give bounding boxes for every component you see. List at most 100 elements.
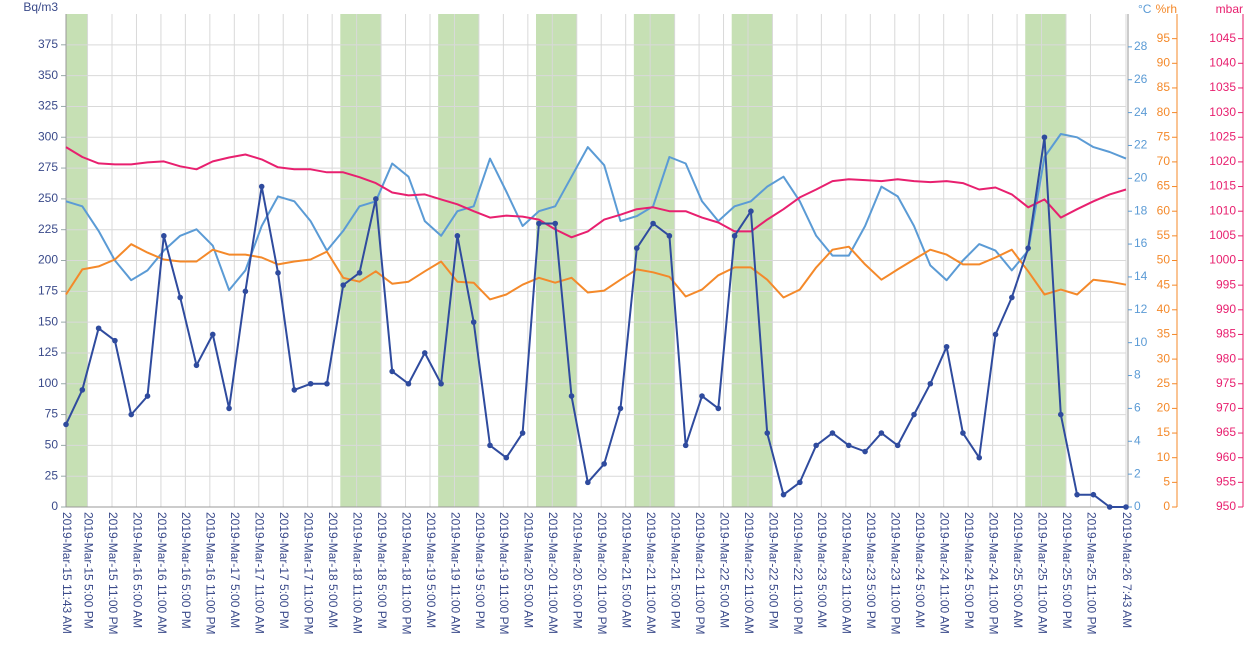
data-point: [340, 282, 347, 288]
data-point: [1106, 504, 1113, 510]
y3-tick-label: 55: [1157, 228, 1171, 242]
data-point: [1057, 411, 1064, 418]
y2-tick-label: 12: [1134, 302, 1148, 316]
y4-tick-label: 1015: [1209, 179, 1236, 193]
data-point: [79, 387, 86, 393]
y4-tick-label: 965: [1216, 425, 1236, 439]
x-tick-label: 2019-Mar-18 11:00 AM: [350, 512, 364, 634]
data-point: [813, 442, 819, 449]
y4-tick-label: 1045: [1209, 31, 1236, 45]
data-point: [862, 448, 868, 455]
y-tick-label: 25: [45, 468, 59, 482]
data-point: [1123, 504, 1129, 510]
x-tick-label: 2019-Mar-20 11:00 PM: [595, 512, 609, 635]
x-tick-label: 2019-Mar-23 5:00 PM: [864, 512, 878, 629]
y2-tick-label: 26: [1134, 72, 1148, 86]
y4-tick-label: 990: [1216, 302, 1236, 316]
y3-tick-label: 35: [1157, 327, 1171, 341]
data-point: [601, 461, 607, 467]
y4-tick-label: 975: [1216, 376, 1236, 390]
data-point: [976, 454, 983, 461]
y3-tick-label: 10: [1157, 450, 1171, 464]
x-tick-label: 2019-Mar-24 5:00 AM: [913, 512, 927, 628]
data-point: [731, 233, 738, 239]
data-point: [715, 405, 722, 412]
x-tick-label: 2019-Mar-25 5:00 AM: [1011, 512, 1025, 628]
x-tick-label: 2019-Mar-23 11:00 PM: [889, 512, 903, 635]
y2-tick-label: 8: [1134, 368, 1141, 382]
x-tick-label: 2019-Mar-16 11:00 PM: [204, 512, 218, 635]
x-tick-label: 2019-Mar-22 11:00 PM: [791, 512, 805, 635]
data-point: [1090, 491, 1097, 498]
data-point: [617, 405, 624, 412]
x-tick-label: 2019-Mar-21 11:00 PM: [693, 512, 707, 635]
data-point: [242, 288, 249, 295]
data-point: [291, 387, 298, 393]
y-tick-label: 150: [38, 314, 58, 328]
x-tick-label: 2019-Mar-24 11:00 PM: [986, 512, 1000, 635]
y2-tick-label: 28: [1134, 39, 1148, 53]
data-point: [1074, 491, 1080, 498]
y2-tick-label: 24: [1134, 105, 1148, 119]
data-point: [95, 325, 102, 332]
data-point: [682, 442, 689, 449]
x-tick-label: 2019-Mar-17 11:00 PM: [302, 512, 316, 635]
y4-tick-label: 995: [1216, 277, 1236, 291]
y-tick-label: 250: [38, 191, 58, 205]
x-tick-label: 2019-Mar-19 11:00 AM: [448, 512, 462, 634]
x-tick-label: 2019-Mar-19 5:00 AM: [424, 512, 438, 628]
data-point: [487, 442, 493, 449]
data-point: [1025, 245, 1031, 251]
data-point: [275, 270, 281, 276]
data-point: [585, 479, 591, 486]
data-point: [226, 405, 232, 412]
data-point: [503, 454, 510, 461]
x-tick-label: 2019-Mar-20 5:00 AM: [522, 512, 536, 628]
x-tick-label: 2019-Mar-23 11:00 AM: [840, 512, 854, 634]
x-tick-label: 2019-Mar-21 11:00 AM: [644, 512, 658, 634]
y-tick-label: 50: [45, 438, 59, 452]
y4-tick-label: 960: [1216, 450, 1236, 464]
y4-tick-label: 1025: [1209, 129, 1236, 143]
x-tick-label: 2019-Mar-18 11:00 PM: [399, 512, 413, 635]
data-point: [128, 411, 135, 418]
data-point: [112, 337, 118, 344]
y4-tick-label: 1000: [1209, 253, 1236, 267]
y-tick-label: 200: [38, 253, 58, 267]
y2-tick-label: 14: [1134, 269, 1148, 283]
y3-tick-label: 80: [1157, 105, 1171, 119]
data-point: [797, 479, 803, 486]
y2-tick-label: 22: [1134, 138, 1148, 152]
x-tick-label: 2019-Mar-17 5:00 AM: [228, 512, 242, 628]
x-tick-label: 2019-Mar-24 5:00 PM: [962, 512, 976, 629]
data-point: [258, 183, 265, 190]
data-point: [470, 319, 477, 325]
data-point: [666, 233, 673, 239]
x-tick-label: 2019-Mar-16 5:00 PM: [179, 512, 193, 629]
y3-axis-title: %rh: [1156, 2, 1177, 16]
data-point: [307, 380, 314, 387]
x-tick-label: 2019-Mar-18 5:00 AM: [326, 512, 340, 628]
y3-tick-label: 45: [1157, 277, 1171, 291]
y-tick-label: 125: [38, 345, 58, 359]
y-tick-label: 75: [45, 407, 59, 421]
y4-tick-label: 1005: [1209, 228, 1236, 242]
data-point: [552, 220, 559, 227]
x-tick-label: 2019-Mar-15 5:00 PM: [81, 512, 95, 629]
y3-tick-label: 40: [1157, 302, 1171, 316]
y2-tick-label: 0: [1134, 499, 1141, 513]
data-point: [894, 442, 901, 449]
data-point: [144, 393, 151, 399]
y-tick-label: 350: [38, 68, 58, 82]
data-point: [878, 430, 885, 436]
y3-tick-label: 65: [1157, 179, 1171, 193]
data-point: [943, 343, 950, 350]
data-point: [748, 208, 754, 214]
data-point: [405, 380, 412, 387]
y4-tick-label: 1040: [1209, 55, 1236, 69]
x-tick-label: 2019-Mar-19 5:00 PM: [473, 512, 487, 629]
y4-axis-title: mbar: [1216, 2, 1243, 16]
x-tick-label: 2019-Mar-17 5:00 PM: [277, 512, 291, 629]
